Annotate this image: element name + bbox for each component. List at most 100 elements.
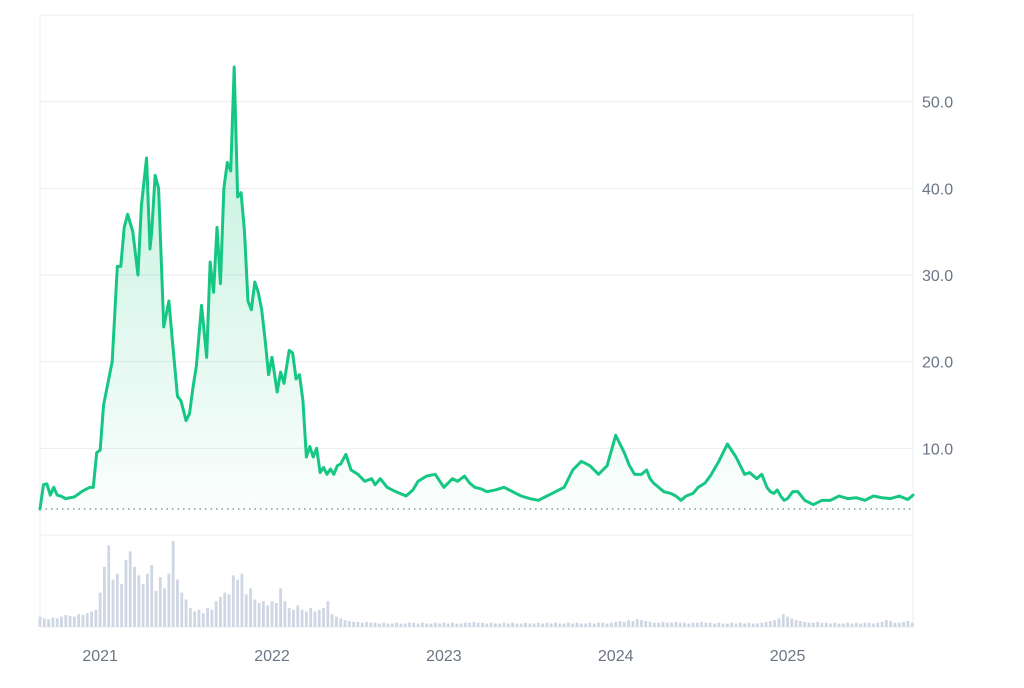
volume-bar: [661, 621, 665, 627]
volume-bar: [257, 602, 261, 627]
volume-bar: [876, 622, 880, 627]
price-area-fill: [40, 67, 913, 509]
volume-bar: [768, 620, 772, 627]
volume-bar: [399, 623, 403, 627]
volume-bar: [859, 623, 862, 627]
volume-bar: [648, 621, 652, 627]
volume-bar: [532, 623, 536, 627]
volume-bar: [893, 622, 897, 627]
volume-bar: [872, 623, 875, 627]
volume-bar: [588, 622, 592, 627]
volume-bar: [562, 623, 566, 627]
volume-bar: [657, 622, 661, 627]
volume-bar: [244, 594, 248, 627]
volume-bar: [803, 621, 807, 627]
volume-bar: [219, 596, 222, 627]
volume-bar: [506, 623, 510, 627]
volume-bar: [515, 623, 519, 627]
volume-bar: [704, 622, 708, 627]
volume-bar: [420, 622, 424, 627]
volume-bar: [713, 623, 716, 627]
volume-bar: [734, 623, 738, 627]
y-axis-ticks: 10.0 20.0 30.0 40.0 50.0: [922, 95, 953, 459]
volume-bar: [150, 565, 154, 627]
volume-bar: [395, 622, 398, 627]
volume-bar: [206, 608, 209, 627]
volume-bar: [72, 616, 76, 627]
volume-bar: [249, 588, 252, 627]
volume-bar: [816, 621, 820, 627]
volume-bar: [438, 623, 441, 627]
volume-bar: [880, 621, 884, 627]
volume-bar: [94, 609, 98, 627]
volume-bar: [322, 608, 325, 627]
volume-bar: [687, 623, 691, 627]
volume-bar: [167, 573, 171, 627]
volume-bar: [231, 575, 235, 627]
volume-bar: [730, 622, 734, 627]
volume-bar: [524, 622, 527, 627]
volume-bar: [721, 623, 725, 627]
volume-bar: [833, 622, 837, 627]
volume-bar: [292, 609, 295, 627]
y-tick-label: 40.0: [922, 181, 953, 198]
volume-bar: [799, 620, 802, 627]
volume-bar: [760, 622, 764, 627]
volume-bar: [777, 618, 781, 627]
volume-bar: [386, 623, 390, 627]
volume-bar: [790, 618, 794, 627]
volume-bar: [575, 622, 579, 627]
volume-bar: [412, 622, 416, 627]
volume-bar: [90, 611, 93, 627]
volume-bar: [287, 608, 291, 627]
volume-bar: [567, 622, 570, 627]
volume-bar: [283, 601, 287, 627]
volume-bar: [863, 622, 867, 627]
volume-bar: [545, 622, 549, 627]
volume-bar: [176, 579, 179, 627]
volume-bar: [369, 622, 373, 627]
volume-bar: [128, 551, 132, 627]
volume-bar: [644, 620, 648, 627]
volume-bar: [378, 623, 381, 627]
volume-bar: [631, 620, 635, 627]
volume-bar: [674, 621, 678, 627]
volume-bar: [678, 622, 682, 627]
volume-bar: [115, 573, 119, 627]
y-tick-label: 20.0: [922, 355, 953, 372]
volume-bar: [227, 594, 231, 627]
volume-bar: [98, 592, 102, 627]
volume-bar: [738, 622, 742, 627]
volume-bar: [820, 622, 824, 627]
volume-bar: [240, 573, 244, 627]
volume-bar: [274, 602, 278, 627]
volume-bar: [81, 614, 85, 627]
volume-bar: [541, 623, 545, 627]
volume-bar: [442, 622, 446, 627]
volume-bar: [451, 622, 454, 627]
volume-bar: [747, 622, 751, 627]
volume-bar: [906, 620, 910, 627]
volume-bar: [610, 622, 613, 627]
volume-bar: [558, 623, 562, 627]
volume-bar: [889, 620, 893, 627]
volume-bar: [446, 623, 450, 627]
y-tick-label: 50.0: [922, 95, 953, 112]
volume-bar: [627, 620, 630, 627]
volume-bar: [137, 575, 141, 627]
volume-bar: [781, 614, 785, 627]
volume-bar: [352, 621, 356, 627]
x-axis-ticks: 2021 2022 2023 2024 2025: [82, 648, 805, 665]
volume-bar: [614, 621, 618, 627]
volume-bar: [476, 622, 480, 627]
volume-bar: [262, 601, 265, 627]
volume-bar: [38, 616, 42, 627]
volume-bar: [850, 623, 854, 627]
volume-bar: [197, 609, 201, 627]
volume-bar: [554, 622, 557, 627]
volume-bar: [64, 614, 68, 627]
volume-bar: [764, 621, 768, 627]
volume-bar: [829, 623, 832, 627]
price-line: [38, 65, 915, 511]
